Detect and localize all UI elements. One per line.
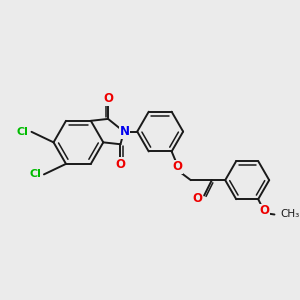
Text: N: N [120,125,130,138]
Text: O: O [103,92,113,105]
Text: CH₃: CH₃ [280,209,299,220]
Text: Cl: Cl [17,127,29,137]
Text: O: O [172,160,182,173]
Text: O: O [116,158,125,171]
Text: O: O [259,204,269,217]
Text: O: O [193,192,202,205]
Text: Cl: Cl [29,169,41,179]
